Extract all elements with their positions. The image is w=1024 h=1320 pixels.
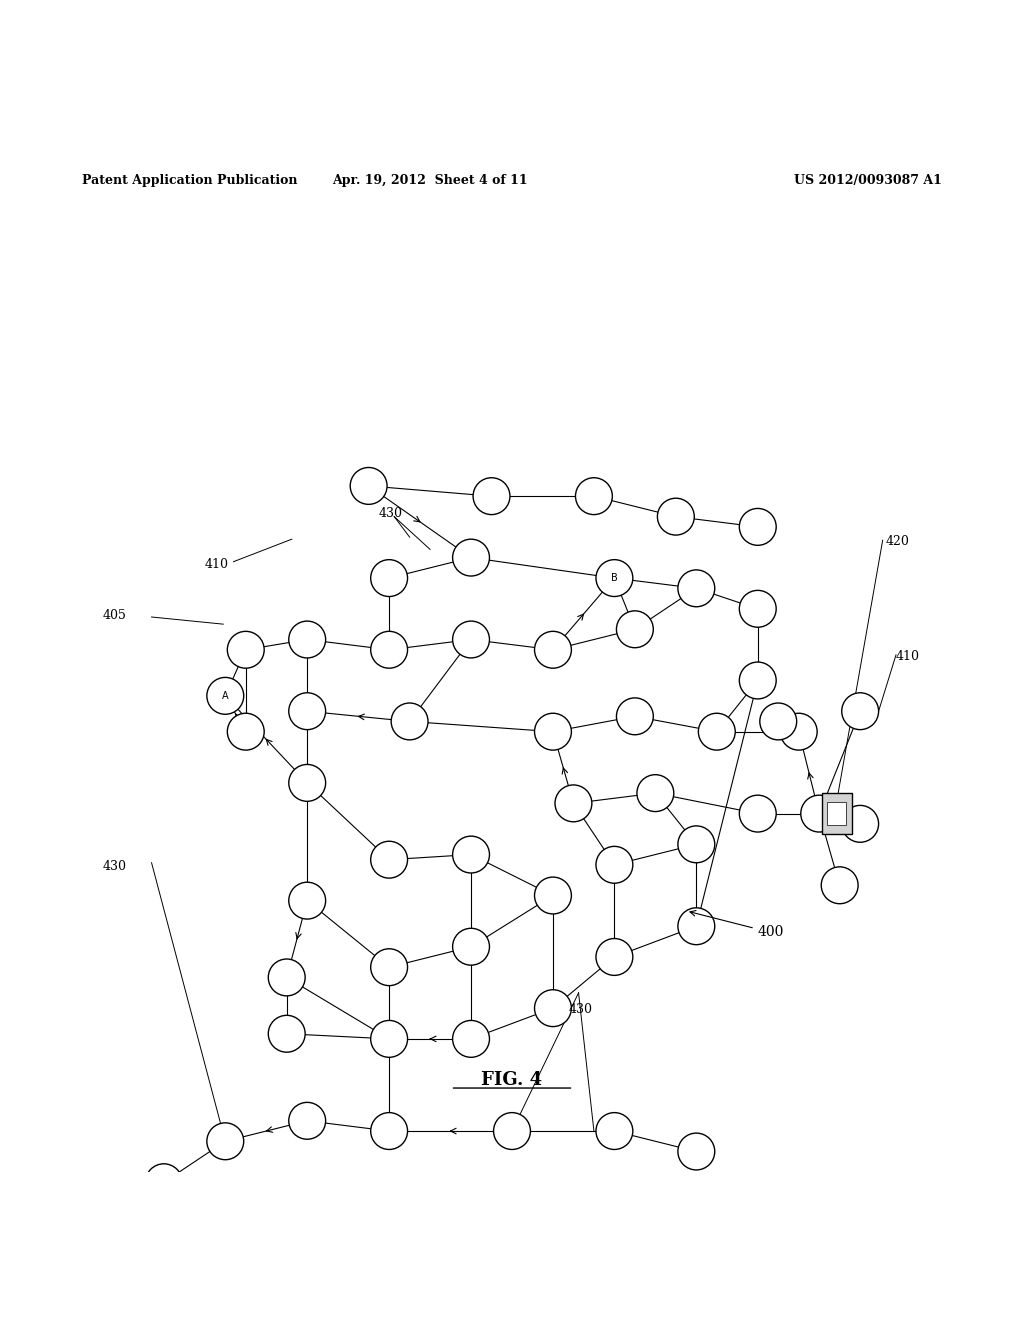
Text: A: A bbox=[222, 690, 228, 701]
Circle shape bbox=[616, 611, 653, 648]
Circle shape bbox=[227, 713, 264, 750]
Circle shape bbox=[453, 1020, 489, 1057]
Circle shape bbox=[698, 713, 735, 750]
Circle shape bbox=[637, 775, 674, 812]
Text: 430: 430 bbox=[568, 1003, 592, 1016]
Text: 405: 405 bbox=[102, 609, 126, 622]
Circle shape bbox=[842, 805, 879, 842]
Circle shape bbox=[842, 693, 879, 730]
Text: 410: 410 bbox=[205, 558, 228, 570]
Text: 430: 430 bbox=[102, 859, 126, 873]
Text: 430: 430 bbox=[379, 507, 402, 520]
Circle shape bbox=[473, 478, 510, 515]
Circle shape bbox=[678, 826, 715, 863]
Circle shape bbox=[801, 795, 838, 832]
Circle shape bbox=[596, 846, 633, 883]
Circle shape bbox=[207, 1123, 244, 1160]
Circle shape bbox=[535, 631, 571, 668]
Text: 410: 410 bbox=[896, 649, 920, 663]
Circle shape bbox=[760, 704, 797, 741]
Circle shape bbox=[289, 882, 326, 919]
Circle shape bbox=[227, 631, 264, 668]
Text: FIG. 4: FIG. 4 bbox=[481, 1071, 543, 1089]
Circle shape bbox=[289, 622, 326, 657]
Circle shape bbox=[739, 795, 776, 832]
FancyBboxPatch shape bbox=[822, 793, 852, 834]
Circle shape bbox=[453, 539, 489, 576]
Text: 420: 420 bbox=[886, 536, 909, 548]
FancyBboxPatch shape bbox=[827, 803, 846, 825]
Text: US 2012/0093087 A1: US 2012/0093087 A1 bbox=[795, 174, 942, 186]
Circle shape bbox=[535, 713, 571, 750]
Circle shape bbox=[371, 841, 408, 878]
Circle shape bbox=[371, 1113, 408, 1150]
Text: Apr. 19, 2012  Sheet 4 of 11: Apr. 19, 2012 Sheet 4 of 11 bbox=[332, 174, 528, 186]
Circle shape bbox=[678, 908, 715, 945]
Circle shape bbox=[268, 960, 305, 995]
Circle shape bbox=[575, 478, 612, 515]
Circle shape bbox=[453, 836, 489, 873]
Circle shape bbox=[289, 764, 326, 801]
Circle shape bbox=[535, 876, 571, 913]
Circle shape bbox=[678, 1133, 715, 1170]
Circle shape bbox=[371, 1020, 408, 1057]
Circle shape bbox=[494, 1113, 530, 1150]
Circle shape bbox=[145, 1164, 182, 1201]
Circle shape bbox=[453, 928, 489, 965]
Circle shape bbox=[207, 677, 244, 714]
Circle shape bbox=[350, 467, 387, 504]
Circle shape bbox=[453, 622, 489, 657]
Circle shape bbox=[739, 590, 776, 627]
Circle shape bbox=[739, 508, 776, 545]
Circle shape bbox=[657, 498, 694, 535]
Circle shape bbox=[596, 1113, 633, 1150]
Circle shape bbox=[289, 693, 326, 730]
Text: 400: 400 bbox=[690, 911, 784, 940]
Circle shape bbox=[371, 560, 408, 597]
Text: B: B bbox=[611, 573, 617, 583]
Circle shape bbox=[821, 867, 858, 904]
Text: Patent Application Publication: Patent Application Publication bbox=[82, 174, 297, 186]
Circle shape bbox=[739, 663, 776, 698]
Circle shape bbox=[289, 1102, 326, 1139]
Circle shape bbox=[371, 949, 408, 986]
Circle shape bbox=[268, 1015, 305, 1052]
Circle shape bbox=[371, 631, 408, 668]
Circle shape bbox=[678, 570, 715, 607]
Circle shape bbox=[555, 785, 592, 822]
Circle shape bbox=[596, 939, 633, 975]
Circle shape bbox=[391, 704, 428, 741]
Circle shape bbox=[616, 698, 653, 735]
Circle shape bbox=[780, 713, 817, 750]
Circle shape bbox=[535, 990, 571, 1027]
Circle shape bbox=[596, 560, 633, 597]
